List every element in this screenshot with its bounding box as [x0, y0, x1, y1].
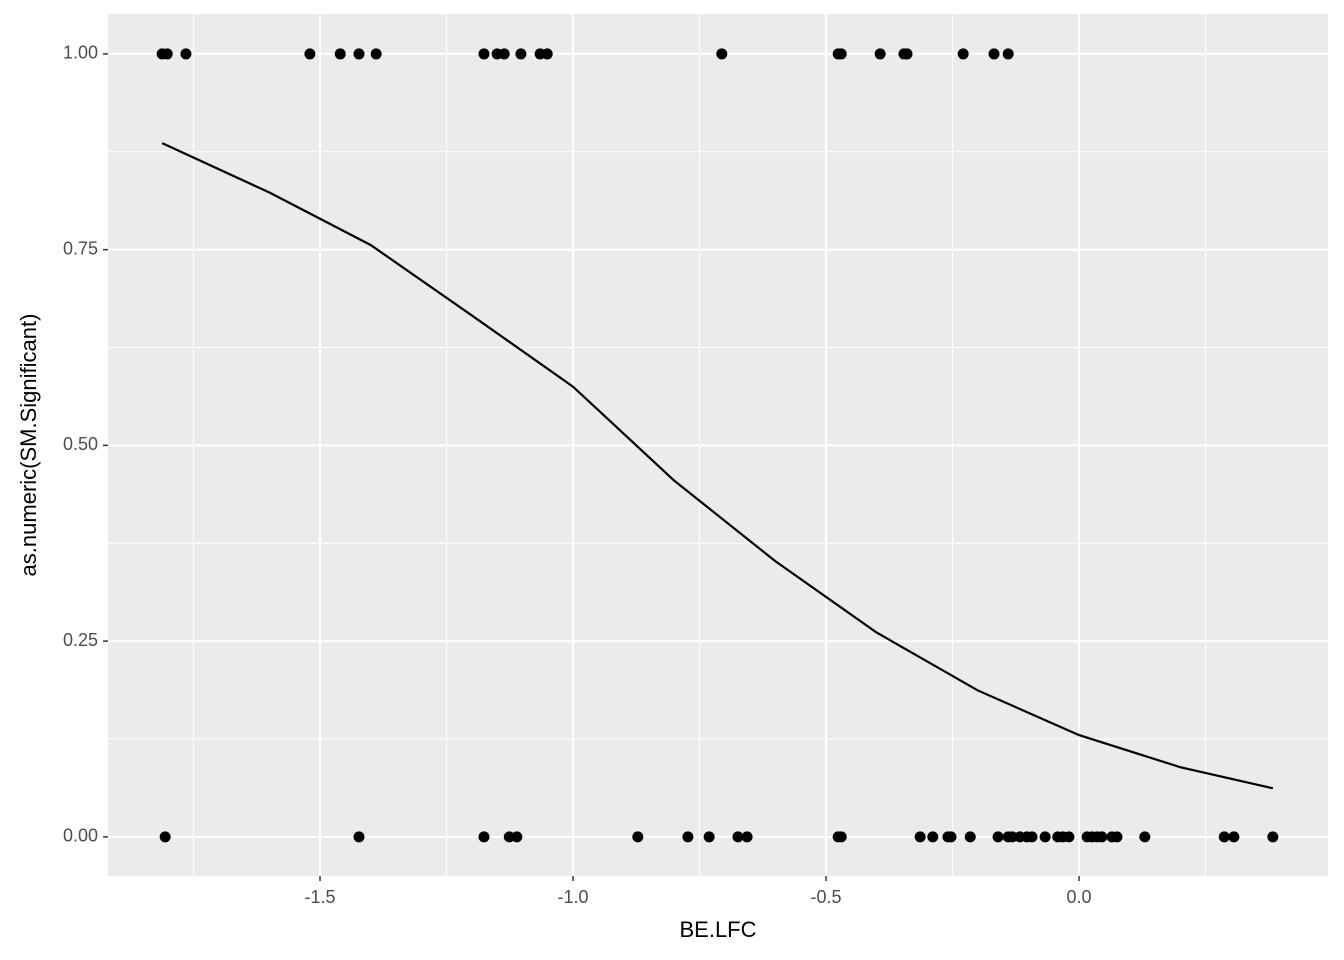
point: [159, 831, 171, 843]
point: [1111, 831, 1123, 843]
point: [901, 48, 913, 60]
x-tick-label: -1.0: [558, 887, 589, 907]
point: [632, 831, 644, 843]
point: [161, 48, 173, 60]
point: [732, 831, 744, 843]
point: [515, 48, 527, 60]
point: [741, 831, 753, 843]
point: [1026, 831, 1038, 843]
point: [370, 48, 382, 60]
point: [835, 831, 847, 843]
point: [334, 48, 346, 60]
point: [1039, 831, 1051, 843]
point: [957, 48, 969, 60]
point: [964, 831, 976, 843]
y-tick-label: 1.00: [63, 43, 98, 63]
point: [914, 831, 926, 843]
point: [1096, 831, 1108, 843]
point: [992, 831, 1004, 843]
point: [353, 48, 365, 60]
x-tick-label: -1.5: [305, 887, 336, 907]
y-tick-label: 0.50: [63, 434, 98, 454]
point: [1139, 831, 1151, 843]
y-tick-label: 0.25: [63, 630, 98, 650]
point: [478, 831, 490, 843]
point: [541, 48, 553, 60]
y-axis-title: as.numeric(SM.Significant): [16, 314, 41, 577]
point: [511, 831, 523, 843]
point: [1006, 831, 1018, 843]
point: [498, 48, 510, 60]
point: [478, 48, 490, 60]
x-tick-label: -0.5: [811, 887, 842, 907]
y-tick-label: 0.75: [63, 238, 98, 258]
point: [180, 48, 192, 60]
x-tick-label: 0.0: [1067, 887, 1092, 907]
point: [682, 831, 694, 843]
point: [1002, 48, 1014, 60]
point: [1218, 831, 1230, 843]
point: [703, 831, 715, 843]
point: [353, 831, 365, 843]
point: [988, 48, 1000, 60]
point: [716, 48, 728, 60]
point: [304, 48, 316, 60]
point: [874, 48, 886, 60]
point: [1063, 831, 1075, 843]
point: [835, 48, 847, 60]
point: [927, 831, 939, 843]
fit-line: [161, 142, 1274, 790]
point: [945, 831, 957, 843]
point: [503, 831, 515, 843]
point: [1267, 831, 1279, 843]
y-tick-label: 0.00: [63, 826, 98, 846]
point: [1228, 831, 1240, 843]
x-axis-title: BE.LFC: [679, 917, 756, 942]
